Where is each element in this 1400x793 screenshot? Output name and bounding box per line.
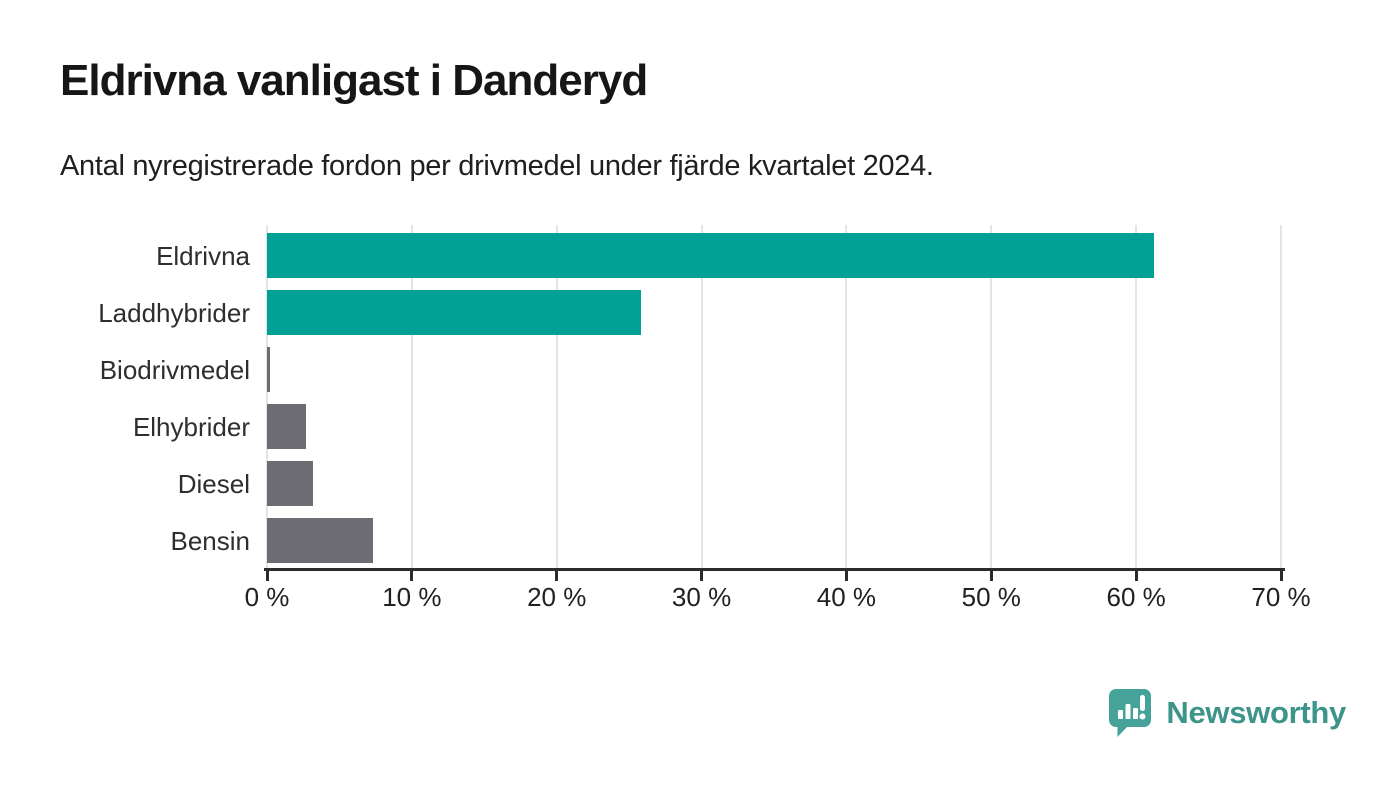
bar-bensin	[267, 518, 373, 563]
x-tick-label-70: 70 %	[1251, 582, 1311, 612]
gridline-40	[845, 225, 848, 568]
x-tick-70	[1279, 571, 1283, 581]
gridline-0	[266, 225, 268, 568]
x-tick-label-40: 40 %	[816, 582, 877, 612]
bar-biodrivmedel	[267, 347, 270, 392]
newsworthy-logo-icon	[1107, 687, 1153, 739]
x-axis-line	[264, 568, 1285, 571]
gridline-70	[1280, 225, 1282, 568]
chart-subtitle: Antal nyregistrerade fordon per drivmede…	[60, 150, 934, 182]
bar-laddhybrider	[267, 290, 641, 335]
x-tick-label-50: 50 %	[961, 582, 1021, 612]
x-tick-label-60: 60 %	[1106, 582, 1166, 612]
x-tick-label-10: 10 %	[382, 582, 442, 612]
category-label-bensin: Bensin	[170, 525, 251, 556]
category-label-diesel: Diesel	[177, 468, 250, 499]
gridline-10	[410, 225, 413, 568]
x-tick-20	[555, 571, 559, 581]
newsworthy-logo[interactable]: Newsworthy	[1107, 686, 1346, 740]
gridline-50	[990, 225, 993, 568]
bar-elhybrider	[267, 404, 307, 449]
x-tick-0	[265, 571, 269, 581]
category-label-elhybrider: Elhybrider	[132, 411, 250, 442]
category-label-laddhybrider: Laddhybrider	[98, 297, 250, 328]
x-tick-50	[989, 571, 993, 581]
category-label-eldrivna: Eldrivna	[156, 240, 250, 271]
x-tick-label-0: 0 %	[244, 582, 290, 612]
x-tick-40	[844, 571, 848, 581]
x-tick-label-30: 30 %	[671, 582, 732, 612]
gridline-30	[700, 225, 703, 568]
bar-eldrivna	[267, 233, 1154, 278]
gridline-20	[555, 225, 558, 568]
x-tick-10	[410, 571, 414, 581]
bar-diesel	[267, 461, 314, 506]
x-tick-30	[700, 571, 704, 581]
x-tick-60	[1134, 571, 1138, 581]
plot-area	[266, 225, 1282, 568]
newsworthy-logo-text: Newsworthy	[1166, 695, 1346, 730]
gridline-60	[1135, 225, 1138, 568]
page-title: Eldrivna vanligast i Danderyd	[60, 56, 648, 105]
x-tick-label-20: 20 %	[527, 582, 587, 612]
category-label-biodrivmedel: Biodrivmedel	[99, 354, 250, 385]
